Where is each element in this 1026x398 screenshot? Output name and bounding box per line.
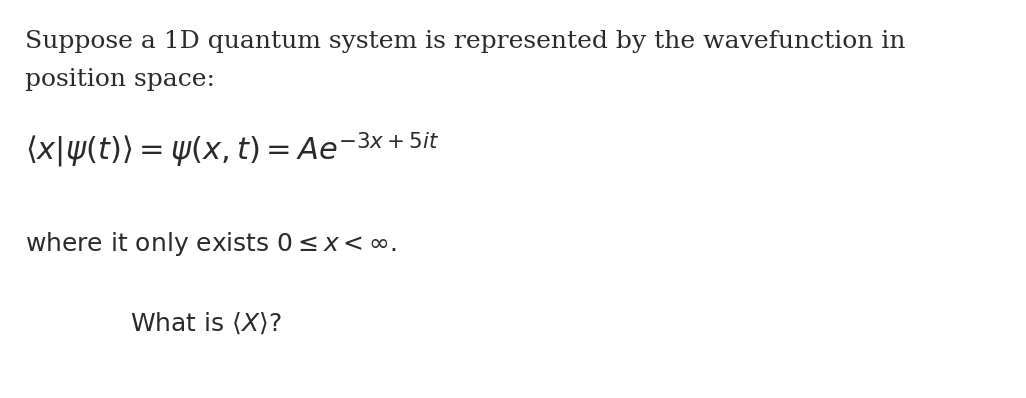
Text: where it only exists $0 \leq x < \infty$.: where it only exists $0 \leq x < \infty$… <box>25 230 397 258</box>
Text: Suppose a 1D quantum system is represented by the wavefunction in: Suppose a 1D quantum system is represent… <box>25 30 906 53</box>
Text: What is $\langle X\rangle$?: What is $\langle X\rangle$? <box>130 310 282 336</box>
Text: position space:: position space: <box>25 68 215 91</box>
Text: $\langle x|\psi(t)\rangle = \psi(x,t) = Ae^{-3x+5it}$: $\langle x|\psi(t)\rangle = \psi(x,t) = … <box>25 130 439 169</box>
